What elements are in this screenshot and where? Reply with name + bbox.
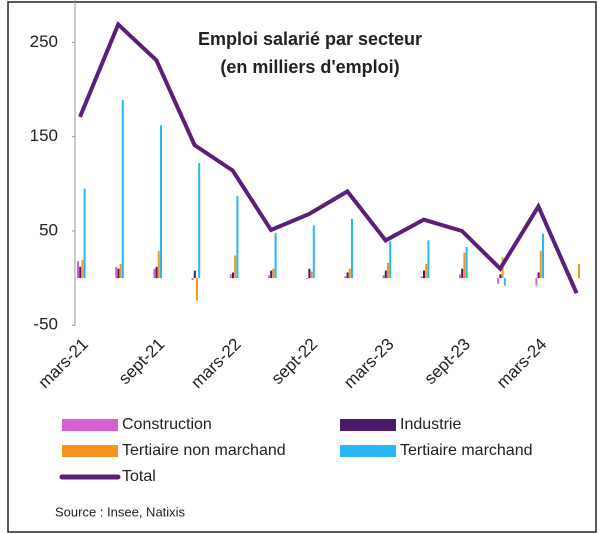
bar bbox=[274, 232, 277, 279]
bar bbox=[465, 246, 468, 279]
bar bbox=[234, 255, 237, 279]
legend-swatch bbox=[340, 419, 396, 431]
bar bbox=[382, 275, 385, 279]
legend-label: Total bbox=[122, 468, 156, 485]
y-tick-label: 250 bbox=[30, 32, 58, 51]
total-line bbox=[78, 21, 579, 294]
legend-label: Tertiaire non marchand bbox=[122, 442, 286, 459]
source: Source : Insee, Natixis bbox=[55, 504, 186, 519]
legend-swatch bbox=[340, 445, 396, 457]
bar bbox=[155, 266, 158, 279]
bar bbox=[427, 240, 430, 279]
bar bbox=[535, 278, 538, 286]
bar bbox=[196, 278, 198, 301]
bar bbox=[232, 272, 234, 279]
bar bbox=[497, 278, 500, 284]
bar bbox=[79, 266, 82, 279]
bar bbox=[268, 275, 270, 279]
bar bbox=[539, 250, 542, 279]
bar bbox=[463, 252, 466, 279]
bar bbox=[348, 268, 351, 279]
bar bbox=[344, 276, 347, 279]
frame bbox=[7, 1, 597, 533]
bar bbox=[503, 278, 506, 286]
bar bbox=[306, 278, 309, 280]
bar bbox=[191, 278, 194, 280]
bar bbox=[121, 99, 124, 279]
bar bbox=[425, 263, 428, 279]
bar bbox=[193, 270, 196, 279]
y-tick-label: 50 bbox=[39, 220, 58, 239]
legend-swatch bbox=[62, 445, 118, 457]
legend-label: Tertiaire marchand bbox=[400, 442, 533, 459]
bar bbox=[198, 163, 201, 279]
bar bbox=[387, 263, 389, 279]
x-tick-label: mars-21 bbox=[34, 335, 92, 393]
bar bbox=[77, 261, 79, 279]
bar bbox=[160, 125, 162, 279]
chart-title: Emploi salarié par secteur bbox=[198, 29, 422, 49]
bar bbox=[389, 241, 392, 279]
x-tick-label: mars-23 bbox=[340, 335, 398, 393]
bar bbox=[229, 274, 232, 279]
bar bbox=[499, 274, 502, 279]
x-tick-label: mars-22 bbox=[187, 335, 245, 393]
bar bbox=[459, 274, 461, 279]
x-tick-label: sept-23 bbox=[420, 335, 474, 389]
bar bbox=[272, 268, 275, 279]
legend-label: Industrie bbox=[400, 416, 461, 433]
bar bbox=[384, 270, 387, 279]
bar bbox=[308, 268, 311, 279]
bar bbox=[346, 272, 349, 279]
bar bbox=[117, 268, 120, 279]
x-tick-label: sept-21 bbox=[115, 335, 169, 389]
bar bbox=[578, 263, 580, 279]
bar bbox=[542, 233, 544, 279]
legend-label: Construction bbox=[122, 416, 212, 433]
bar bbox=[157, 250, 160, 279]
bar bbox=[461, 268, 464, 279]
x-tick-label: sept-22 bbox=[268, 335, 322, 389]
bar bbox=[270, 270, 273, 279]
bar bbox=[236, 196, 239, 279]
bar bbox=[312, 225, 315, 279]
y-tick-label: -50 bbox=[33, 315, 58, 334]
chart-subtitle: (en milliers d'emploi) bbox=[220, 57, 399, 77]
bar bbox=[153, 268, 156, 279]
y-tick-label: 150 bbox=[30, 126, 58, 145]
bar bbox=[83, 188, 86, 279]
bar bbox=[351, 218, 353, 279]
bar bbox=[420, 276, 423, 279]
bar bbox=[119, 263, 122, 279]
legend-swatch bbox=[62, 419, 118, 431]
bar bbox=[423, 270, 425, 279]
bar bbox=[537, 272, 540, 279]
bar bbox=[81, 260, 84, 279]
bar bbox=[115, 266, 118, 279]
bar bbox=[310, 271, 313, 279]
x-tick-label: mars-24 bbox=[493, 335, 551, 393]
